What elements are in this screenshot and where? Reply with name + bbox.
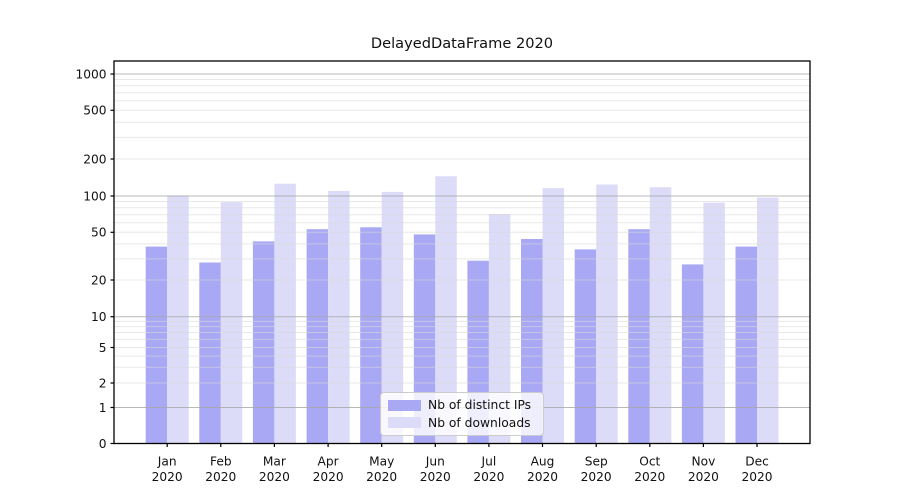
bar-nb-of-downloads-aug xyxy=(542,188,564,444)
x-tick-label-year: 2020 xyxy=(420,470,451,484)
x-tick-label-year: 2020 xyxy=(259,470,290,484)
x-axis: Jan2020Feb2020Mar2020Apr2020May2020Jun20… xyxy=(152,443,773,484)
x-tick-label-month: Apr xyxy=(318,455,340,469)
bar-nb-of-distinct-ips-oct xyxy=(628,229,650,444)
x-tick-label-month: Jul xyxy=(481,455,497,469)
gridlines xyxy=(114,73,810,408)
x-tick-label-year: 2020 xyxy=(205,470,236,484)
legend-label-downloads: Nb of downloads xyxy=(428,415,531,430)
bar-nb-of-distinct-ips-sep xyxy=(574,249,597,444)
bar-nb-of-downloads-dec xyxy=(757,197,779,444)
bar-nb-of-distinct-ips-apr xyxy=(306,229,329,444)
legend-entry-downloads: Nb of downloads xyxy=(388,416,536,430)
x-tick-label-month: Nov xyxy=(692,455,716,469)
bar-nb-of-downloads-jun xyxy=(435,176,457,444)
x-tick-label-year: 2020 xyxy=(688,470,719,484)
x-tick-label-year: 2020 xyxy=(741,470,772,484)
bar-nb-of-distinct-ips-may xyxy=(360,227,382,444)
y-tick-label: 5 xyxy=(99,341,107,355)
x-tick-label-month: Jun xyxy=(425,455,445,469)
legend-swatch-downloads xyxy=(388,417,421,429)
y-tick-label: 10 xyxy=(91,310,107,324)
x-tick-label-month: Sep xyxy=(585,455,608,469)
x-tick-label-month: Aug xyxy=(531,455,555,469)
bar-nb-of-downloads-jan xyxy=(167,195,189,444)
legend-entry-distinct-ips: Nb of distinct IPs xyxy=(388,398,536,412)
bar-nb-of-distinct-ips-mar xyxy=(252,241,275,444)
x-tick-label-month: Oct xyxy=(639,455,660,469)
bar-nb-of-downloads-oct xyxy=(649,187,672,444)
x-tick-label-year: 2020 xyxy=(634,470,665,484)
y-tick-label: 100 xyxy=(83,189,106,203)
y-tick-label: 20 xyxy=(91,273,107,287)
y-tick-label: 500 xyxy=(83,104,106,118)
legend: Nb of distinct IPs Nb of downloads xyxy=(380,392,544,436)
bar-nb-of-downloads-may xyxy=(381,191,404,444)
y-tick-label: 200 xyxy=(83,152,106,166)
bar-nb-of-downloads-sep xyxy=(596,184,618,444)
x-tick-label-month: Jan xyxy=(157,455,177,469)
y-tick-label: 50 xyxy=(91,226,107,240)
bar-nb-of-distinct-ips-jan xyxy=(145,246,168,444)
y-tick-label: 1 xyxy=(99,401,107,415)
x-tick-label-year: 2020 xyxy=(473,470,504,484)
x-tick-label-month: Feb xyxy=(210,455,232,469)
bar-nb-of-downloads-jul xyxy=(488,213,511,444)
bar-nb-of-distinct-ips-nov xyxy=(681,264,704,444)
y-tick-label: 2 xyxy=(99,376,107,390)
y-axis: 0 1 2 5 10 20 50 100 200 500 1000 xyxy=(75,67,114,451)
bar-nb-of-distinct-ips-feb xyxy=(199,262,221,444)
y-tick-label: 1000 xyxy=(75,67,106,81)
legend-swatch-distinct-ips xyxy=(388,399,421,411)
x-tick-label-month: Mar xyxy=(263,455,287,469)
bar-nb-of-downloads-mar xyxy=(274,183,296,444)
x-tick-label-year: 2020 xyxy=(152,470,183,484)
x-tick-label-year: 2020 xyxy=(313,470,344,484)
plot-border xyxy=(113,60,811,445)
legend-label-distinct-ips: Nb of distinct IPs xyxy=(428,398,532,413)
y-tick-label: 0 xyxy=(99,437,107,451)
x-tick-label-year: 2020 xyxy=(366,470,397,484)
x-tick-label-year: 2020 xyxy=(581,470,612,484)
x-tick-label-month: Dec xyxy=(745,455,769,469)
x-tick-label-month: May xyxy=(369,455,394,469)
bar-nb-of-distinct-ips-dec xyxy=(735,246,757,444)
x-tick-label-year: 2020 xyxy=(527,470,558,484)
